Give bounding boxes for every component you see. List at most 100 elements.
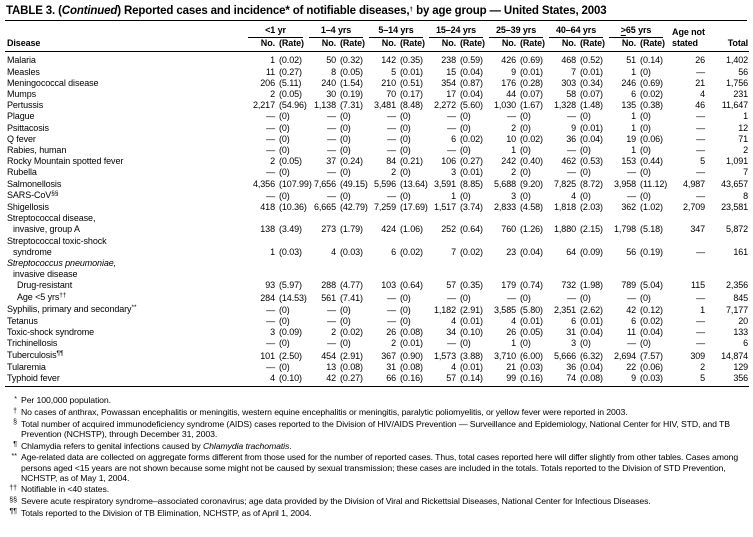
count-cell: 4: [331, 246, 336, 257]
disease-cell: Psittacosis: [5, 123, 248, 134]
rate-cell: (0.28): [520, 77, 543, 88]
table-row: Streptococcal disease, invasive, group A 1…: [5, 213, 749, 235]
count-cell: 3: [451, 167, 456, 178]
text-segment: syndrome: [13, 246, 52, 257]
rate-cell: (0.34): [580, 77, 603, 88]
rate-cell: (5.18): [640, 224, 663, 235]
rate-cell: (0.07): [580, 89, 603, 100]
text-segment: ††: [59, 291, 67, 299]
text-segment: Severe acute respiratory syndrome–associ…: [21, 496, 651, 507]
count-cell: 3,481: [373, 100, 396, 111]
rate-cell: (0.64): [460, 224, 483, 235]
total-cell: 14,874: [721, 350, 749, 361]
rate-cell: (0): [279, 338, 290, 349]
age-not-stated-cell: 21: [695, 77, 706, 88]
rate-cell: (0): [580, 145, 591, 156]
count-cell: 367: [381, 350, 396, 361]
count-cell: 2: [270, 89, 275, 100]
text-segment: Notifiable in <40 states.: [21, 484, 110, 495]
count-cell: 1,517: [433, 202, 456, 213]
rate-cell: (0): [460, 111, 471, 122]
count-cell: 4: [248, 373, 275, 388]
rate-cell: (5.04): [640, 280, 663, 291]
text-segment: Age <5 yrs: [17, 291, 60, 302]
total-cell: 23,581: [721, 202, 749, 213]
rate-cell: (0): [400, 167, 411, 178]
total-cell: [705, 258, 749, 280]
rate-cell: (0): [520, 111, 531, 122]
footnote-marker: **: [11, 452, 17, 460]
count-cell: 288: [321, 280, 336, 291]
total-cell: 12: [738, 122, 749, 133]
rate-cell: (0): [279, 316, 290, 327]
text-segment: Psittacosis: [7, 122, 49, 133]
rate-cell: (0): [640, 66, 651, 77]
count-cell: 1: [451, 190, 456, 201]
table-title: TABLE 3. (Continued) Reported cases and …: [5, 4, 747, 21]
table-body: Malaria 1 (0.02) 50 (0.32) 142 (0.35) 238 (0.59)…: [5, 52, 750, 388]
rate-cell: (0.04): [580, 361, 603, 372]
disease-cell: Tularemia: [5, 362, 248, 373]
count-cell: 66: [369, 373, 396, 388]
column-header-rate: (Rate): [636, 38, 670, 53]
footnote-text: No cases of anthrax, Powassan encephalit…: [21, 407, 628, 417]
count-cell: —: [266, 304, 275, 315]
rate-cell: (0.02): [640, 316, 663, 327]
text-segment: Typhoid fever: [7, 373, 60, 384]
count-cell: 11: [265, 66, 275, 77]
disease-cell: Meningococcal disease: [5, 78, 248, 89]
footnote: ** Age-related data are collected on aggr…: [6, 452, 747, 483]
count-cell: 58: [566, 89, 577, 100]
rate-cell: (0): [279, 145, 290, 156]
count-cell: 4: [451, 316, 456, 327]
count-cell: —: [266, 145, 275, 156]
rate-cell: (0.19): [340, 89, 363, 100]
count-cell: 36: [566, 361, 577, 372]
disease-cell: Rubella: [5, 167, 248, 178]
rate-cell: (1.79): [340, 224, 363, 235]
count-cell: 1: [631, 111, 637, 122]
text-segment: 25–39 yrs: [495, 25, 537, 35]
rate-cell: (0): [340, 316, 351, 327]
total-cell: 43,657: [721, 178, 749, 189]
count-cell: —: [387, 111, 396, 122]
column-header-rate: (Rate): [456, 38, 490, 53]
text-segment: TABLE 3. (: [6, 5, 62, 17]
count-cell: 3: [270, 327, 275, 338]
rate-cell: (0.01): [400, 338, 423, 349]
count-cell: 242: [501, 156, 517, 167]
disease-cell: Streptococcal toxic-shock syndrome: [5, 236, 248, 258]
age-not-stated-cell: —: [696, 190, 706, 201]
count-cell: 1: [270, 246, 275, 257]
count-cell: 2: [391, 167, 396, 178]
text-segment: invasive, group A: [13, 224, 80, 235]
count-cell: 10: [506, 133, 517, 144]
text-segment: >: [620, 25, 626, 35]
count-cell: —: [327, 190, 336, 201]
disease-label: Drug-resistant: [17, 280, 248, 291]
rate-cell: (13.64): [400, 178, 428, 189]
count-cell: 84: [386, 156, 396, 167]
count-cell: 37: [326, 156, 336, 167]
count-cell: 3,710: [493, 350, 517, 361]
disease-label: Pertussis: [7, 100, 248, 111]
count-cell: 57: [429, 373, 456, 388]
disease-cell: Salmonellosis: [5, 179, 248, 190]
count-cell: [309, 258, 336, 280]
count-cell: 1,880: [554, 224, 577, 235]
rate-cell: (0.40): [520, 156, 543, 167]
rate-cell: (8.72): [580, 178, 603, 189]
count-cell: —: [327, 122, 336, 133]
count-cell: 56: [626, 246, 637, 257]
count-cell: —: [327, 338, 336, 349]
disease-label: Meningococcal disease: [7, 78, 248, 89]
count-cell: 561: [321, 292, 336, 303]
rate-cell: (0.69): [520, 55, 543, 66]
rate-cell: (0.16): [396, 373, 429, 388]
count-cell: 2,833: [493, 202, 517, 213]
rate-cell: (0): [340, 338, 351, 349]
rate-cell: [516, 258, 549, 280]
count-cell: 64: [566, 246, 577, 257]
rate-cell: (0.01): [580, 316, 603, 327]
rate-cell: (0.01): [520, 66, 543, 77]
